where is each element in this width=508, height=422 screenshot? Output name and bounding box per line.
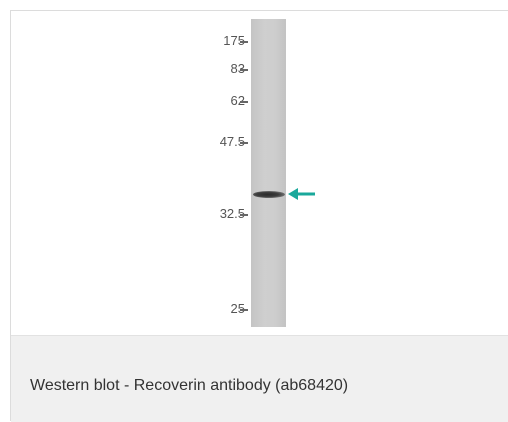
protein-band xyxy=(253,191,285,198)
marker-tick xyxy=(240,214,248,216)
marker-label-25: 25 xyxy=(230,301,245,316)
marker-tick xyxy=(240,309,248,311)
blot-lane xyxy=(251,19,286,327)
marker-label-62: 62 xyxy=(230,93,245,108)
marker-label-32-5: 32.5 xyxy=(219,206,245,221)
caption-bar: Western blot - Recoverin antibody (ab684… xyxy=(11,335,508,422)
marker-tick xyxy=(240,41,248,43)
figure-card: 175 83 62 47.5 32.5 25 Western blot - Re… xyxy=(10,10,508,422)
marker-tick xyxy=(240,101,248,103)
marker-label-47-5: 47.5 xyxy=(219,134,245,149)
marker-tick xyxy=(240,142,248,144)
figure-caption: Western blot - Recoverin antibody (ab684… xyxy=(30,377,349,394)
western-blot-image: 175 83 62 47.5 32.5 25 xyxy=(11,11,508,335)
marker-tick xyxy=(240,69,248,71)
arrow-left-icon xyxy=(288,188,315,200)
marker-label-175: 175 xyxy=(223,33,245,48)
marker-label-83: 83 xyxy=(230,61,245,76)
